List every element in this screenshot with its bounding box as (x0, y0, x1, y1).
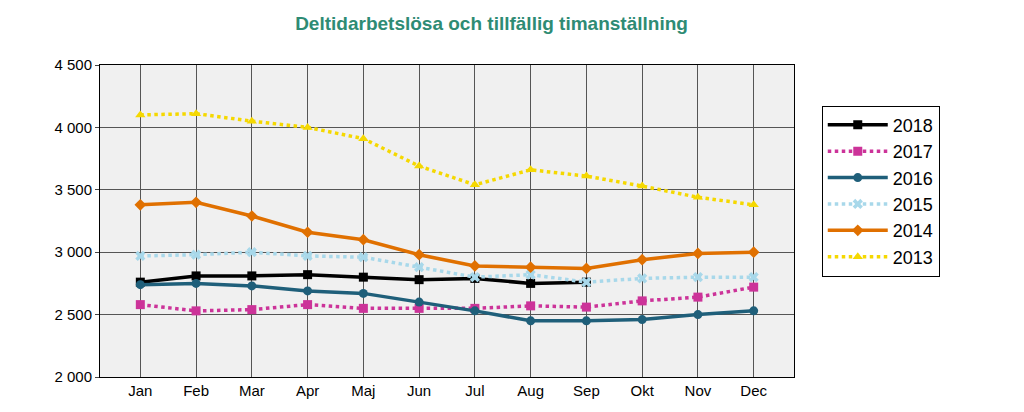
svg-text:Mar: Mar (239, 382, 265, 399)
svg-text:2014: 2014 (893, 221, 933, 241)
svg-text:2015: 2015 (893, 195, 933, 215)
svg-text:Dec: Dec (740, 382, 767, 399)
svg-text:2013: 2013 (893, 248, 933, 268)
svg-text:2016: 2016 (893, 169, 933, 189)
svg-text:Maj: Maj (351, 382, 375, 399)
svg-text:Nov: Nov (685, 382, 712, 399)
svg-text:Apr: Apr (296, 382, 319, 399)
svg-text:Okt: Okt (630, 382, 654, 399)
svg-text:3 000: 3 000 (54, 243, 92, 260)
svg-text:Aug: Aug (517, 382, 544, 399)
svg-text:Feb: Feb (183, 382, 209, 399)
svg-text:Sep: Sep (573, 382, 600, 399)
svg-text:3 500: 3 500 (54, 181, 92, 198)
svg-text:2018: 2018 (893, 116, 933, 136)
svg-text:Jul: Jul (465, 382, 484, 399)
svg-text:2 000: 2 000 (54, 368, 92, 385)
svg-text:Deltidarbetslösa och tillfälli: Deltidarbetslösa och tillfällig timanstä… (295, 13, 688, 34)
svg-text:Jun: Jun (407, 382, 431, 399)
svg-text:4 000: 4 000 (54, 119, 92, 136)
svg-text:2017: 2017 (893, 142, 933, 162)
svg-text:Jan: Jan (128, 382, 152, 399)
svg-text:4 500: 4 500 (54, 56, 92, 73)
svg-text:2 500: 2 500 (54, 306, 92, 323)
